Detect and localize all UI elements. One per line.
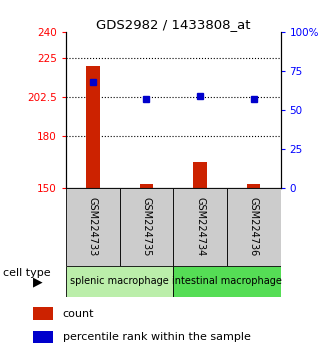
Bar <box>247 184 260 188</box>
Text: percentile rank within the sample: percentile rank within the sample <box>63 332 250 342</box>
Text: count: count <box>63 309 94 319</box>
Bar <box>173 188 227 266</box>
Text: splenic macrophage: splenic macrophage <box>70 276 169 286</box>
Bar <box>227 188 280 266</box>
Title: GDS2982 / 1433808_at: GDS2982 / 1433808_at <box>96 18 250 31</box>
Bar <box>140 184 153 188</box>
Bar <box>33 331 53 343</box>
Bar <box>66 266 173 297</box>
Bar <box>119 188 173 266</box>
Bar <box>173 266 280 297</box>
Bar <box>86 67 100 188</box>
Bar <box>33 307 53 320</box>
Bar <box>66 188 120 266</box>
Text: GSM224733: GSM224733 <box>88 197 98 256</box>
Text: GSM224736: GSM224736 <box>249 197 259 256</box>
Text: GSM224734: GSM224734 <box>195 197 205 256</box>
Bar <box>193 162 207 188</box>
Text: cell type: cell type <box>3 268 51 278</box>
Text: ▶: ▶ <box>33 275 43 288</box>
Text: intestinal macrophage: intestinal macrophage <box>172 276 282 286</box>
Text: GSM224735: GSM224735 <box>142 197 151 256</box>
